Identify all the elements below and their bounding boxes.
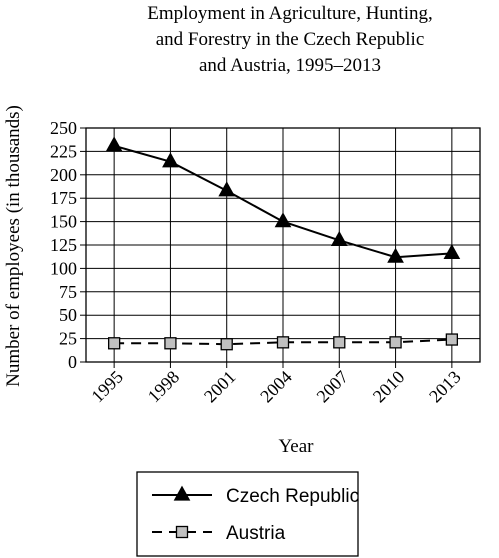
legend-marker-austria bbox=[175, 525, 189, 539]
series-layer bbox=[105, 136, 461, 351]
data-point-austria bbox=[107, 337, 121, 350]
y-tick-label: 200 bbox=[50, 165, 77, 185]
x-tick-label: 2010 bbox=[369, 367, 409, 407]
y-tick-label: 0 bbox=[68, 352, 77, 372]
data-point-austria bbox=[389, 336, 402, 349]
x-axis-label: Year bbox=[278, 436, 314, 457]
x-tick-label: 2004 bbox=[256, 367, 296, 407]
data-point-austria bbox=[445, 333, 459, 346]
data-point-austria bbox=[220, 338, 233, 351]
grid bbox=[85, 127, 481, 363]
legend-label-czech-republic: Czech Republic bbox=[226, 486, 359, 507]
y-tick-label: 125 bbox=[50, 235, 77, 255]
legend-box bbox=[136, 471, 359, 557]
data-point-czech-republic bbox=[443, 244, 461, 260]
y-tick-label: 100 bbox=[50, 258, 77, 278]
legend-label-austria: Austria bbox=[226, 523, 286, 544]
chart-title-line-2: and Forestry in the Czech Republic bbox=[156, 29, 425, 50]
data-point-czech-republic bbox=[330, 230, 348, 246]
y-tick-label: 75 bbox=[59, 282, 77, 302]
legend-marker-czech-republic bbox=[173, 485, 191, 501]
chart-title-line-3: and Austria, 1995–2013 bbox=[199, 55, 381, 76]
chart-title-line-1: Employment in Agriculture, Hunting, bbox=[147, 3, 433, 24]
x-tick-label: 2013 bbox=[425, 367, 465, 407]
data-point-czech-republic bbox=[274, 212, 292, 228]
chart-title: Employment in Agriculture, Hunting, and … bbox=[147, 3, 433, 76]
y-tick-label: 50 bbox=[59, 305, 77, 325]
y-tick-label: 25 bbox=[59, 329, 77, 349]
y-tick-label: 150 bbox=[50, 212, 77, 232]
x-axis-ticks: 1995 1998 2001 2004 2007 2010 2013 bbox=[87, 362, 465, 407]
x-tick-label: 2007 bbox=[313, 367, 353, 407]
data-point-austria bbox=[333, 336, 346, 349]
legend: Czech Republic Austria bbox=[136, 471, 359, 557]
y-axis-ticks: 0 25 50 75 100 125 150 175 200 225 250 bbox=[50, 118, 86, 372]
x-tick-label: 2001 bbox=[200, 367, 240, 407]
x-tick-label: 1998 bbox=[144, 367, 184, 407]
data-point-czech-republic bbox=[387, 247, 404, 263]
data-point-czech-republic bbox=[218, 181, 236, 197]
x-tick-label: 1995 bbox=[87, 367, 127, 407]
y-tick-label: 250 bbox=[50, 118, 77, 138]
data-point-czech-republic bbox=[162, 152, 179, 168]
data-point-czech-republic bbox=[105, 136, 123, 152]
data-point-austria bbox=[276, 336, 290, 349]
data-point-austria bbox=[164, 337, 177, 350]
y-tick-label: 175 bbox=[50, 188, 77, 208]
y-axis-label: Number of employees (in thousands) bbox=[3, 105, 24, 387]
y-tick-label: 225 bbox=[50, 141, 77, 161]
